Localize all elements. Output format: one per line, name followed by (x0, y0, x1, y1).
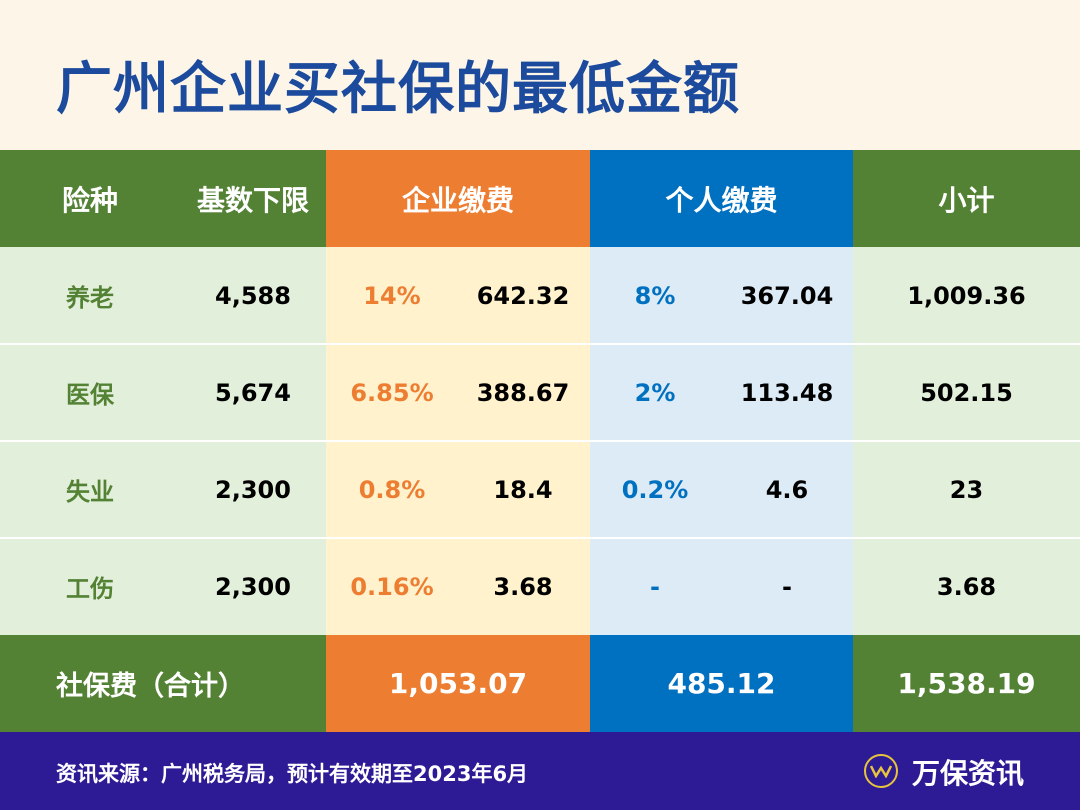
row-subtotal: 3.68 (936, 572, 997, 601)
company-rate: 0.16% (350, 572, 434, 601)
footer: 资讯来源：广州税务局，预计有效期至2023年6月 万保资讯 (0, 732, 1080, 810)
row-base: 5,674 (215, 378, 291, 407)
header-subtotal: 小计 (853, 150, 1080, 247)
cell-background (853, 441, 1080, 538)
page-title: 广州企业买社保的最低金额 (56, 57, 740, 122)
table-row: 失业 2,300 0.8% 18.4 0.2% 4.6 23 (0, 441, 1080, 538)
cell-background (853, 344, 1080, 441)
company-rate: 6.85% (350, 378, 434, 407)
company-amount: 388.67 (476, 378, 570, 407)
total-personal: 485.12 (590, 635, 853, 732)
table-row: 工伤 2,300 0.16% 3.68 - - 3.68 (0, 538, 1080, 635)
total-label: 社保费（合计） (0, 635, 326, 732)
cell-background (853, 247, 1080, 344)
row-type: 医保 (66, 381, 114, 409)
total-subtotal: 1,538.19 (853, 635, 1080, 732)
table-header: 险种 基数下限 企业缴费 个人缴费 小计 (0, 150, 1080, 247)
row-subtotal: 23 (949, 475, 984, 504)
cell-background (0, 247, 326, 344)
personal-amount: - (782, 572, 792, 601)
company-amount: 18.4 (493, 475, 553, 504)
row-type: 养老 (66, 284, 114, 312)
total-row: 社保费（合计） 1,053.07 485.12 1,538.19 (0, 635, 1080, 732)
row-type: 失业 (66, 478, 114, 506)
row-divider (0, 343, 1080, 345)
personal-rate: 2% (634, 378, 676, 407)
header-base: 基数下限 (196, 183, 309, 217)
w-logo-icon (864, 754, 898, 788)
personal-amount: 367.04 (740, 281, 834, 310)
row-divider (0, 537, 1080, 539)
personal-rate: - (650, 572, 660, 601)
personal-rate: 8% (634, 281, 676, 310)
cell-background (853, 538, 1080, 635)
company-rate: 14% (363, 281, 421, 310)
row-base: 2,300 (215, 475, 291, 504)
cell-background (326, 441, 590, 538)
company-rate: 0.8% (358, 475, 426, 504)
cell-background (0, 538, 326, 635)
row-subtotal: 502.15 (920, 378, 1013, 407)
company-amount: 3.68 (493, 572, 553, 601)
personal-rate: 0.2% (621, 475, 689, 504)
row-base: 4,588 (215, 281, 291, 310)
cell-background (326, 247, 590, 344)
table-row: 养老 4,588 14% 642.32 8% 367.04 1,009.36 (0, 247, 1080, 344)
header-type: 险种 (61, 183, 118, 217)
row-subtotal: 1,009.36 (907, 281, 1026, 310)
row-base: 2,300 (215, 572, 291, 601)
company-amount: 642.32 (476, 281, 570, 310)
cell-background (590, 344, 853, 441)
cell-background (326, 344, 590, 441)
header-company: 企业缴费 (326, 150, 590, 247)
personal-amount: 113.48 (740, 378, 834, 407)
row-type: 工伤 (66, 575, 114, 603)
cell-background (590, 441, 853, 538)
row-divider (0, 440, 1080, 442)
cell-background (0, 344, 326, 441)
cell-background (0, 441, 326, 538)
personal-amount: 4.6 (765, 475, 809, 504)
header-personal: 个人缴费 (590, 150, 853, 247)
source-text: 资讯来源：广州税务局，预计有效期至2023年6月 (56, 762, 529, 786)
brand-name: 万保资讯 (912, 757, 1025, 790)
cell-background (590, 538, 853, 635)
cell-background (590, 247, 853, 344)
cell-background (326, 538, 590, 635)
table-row: 医保 5,674 6.85% 388.67 2% 113.48 502.15 (0, 344, 1080, 441)
total-company: 1,053.07 (326, 635, 590, 732)
